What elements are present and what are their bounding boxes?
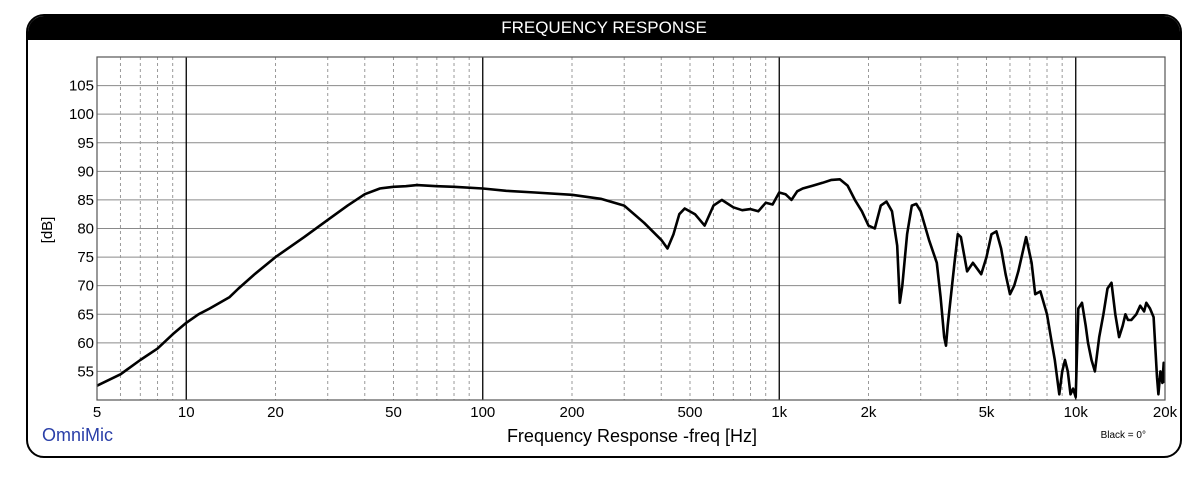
y-tick-label: 105 <box>69 78 94 95</box>
x-tick-label: 20k <box>1153 404 1178 421</box>
frequency-response-line <box>97 178 1165 399</box>
chart-title: FREQUENCY RESPONSE <box>501 18 707 37</box>
y-tick-label: 95 <box>77 135 94 152</box>
minor-grid <box>96 57 1166 400</box>
y-tick-label: 70 <box>77 278 94 295</box>
y-axis-label: [dB] <box>39 217 56 244</box>
y-tick-label: 60 <box>77 335 94 352</box>
y-tick-label: 55 <box>77 363 94 380</box>
plot-border <box>96 56 1166 401</box>
omnimic-brand: OmniMic <box>42 425 113 445</box>
y-tick-labels: 55 60 65 70 75 80 85 90 95 100 105 <box>69 78 94 381</box>
x-tick-label: 100 <box>470 404 495 421</box>
major-grid <box>185 57 1077 400</box>
series-group <box>97 178 1165 399</box>
y-tick-label: 80 <box>77 221 94 238</box>
x-axis-label: Frequency Response -freq [Hz] <box>507 426 757 446</box>
x-tick-label: 5k <box>979 404 995 421</box>
x-tick-label: 20 <box>267 404 284 421</box>
x-tick-label: 5 <box>93 404 101 421</box>
x-tick-label: 200 <box>559 404 584 421</box>
x-tick-label: 50 <box>385 404 402 421</box>
x-tick-label: 10 <box>178 404 195 421</box>
y-tick-label: 65 <box>77 306 94 323</box>
chart-frame: FREQUENCY RESPONSE <box>26 14 1182 458</box>
x-tick-label: 500 <box>677 404 702 421</box>
y-tick-label: 90 <box>77 163 94 180</box>
x-tick-labels: 5 10 20 50 100 200 500 1k 2k 5k 10k 20k <box>93 404 1178 421</box>
x-tick-label: 1k <box>771 404 787 421</box>
x-tick-label: 10k <box>1064 404 1089 421</box>
y-tick-label: 100 <box>69 106 94 123</box>
y-tick-label: 85 <box>77 192 94 209</box>
title-bar: FREQUENCY RESPONSE <box>28 16 1180 40</box>
x-tick-label: 2k <box>861 404 877 421</box>
y-tick-label: 75 <box>77 249 94 266</box>
black-0-degree-note: Black = 0° <box>1101 430 1146 441</box>
